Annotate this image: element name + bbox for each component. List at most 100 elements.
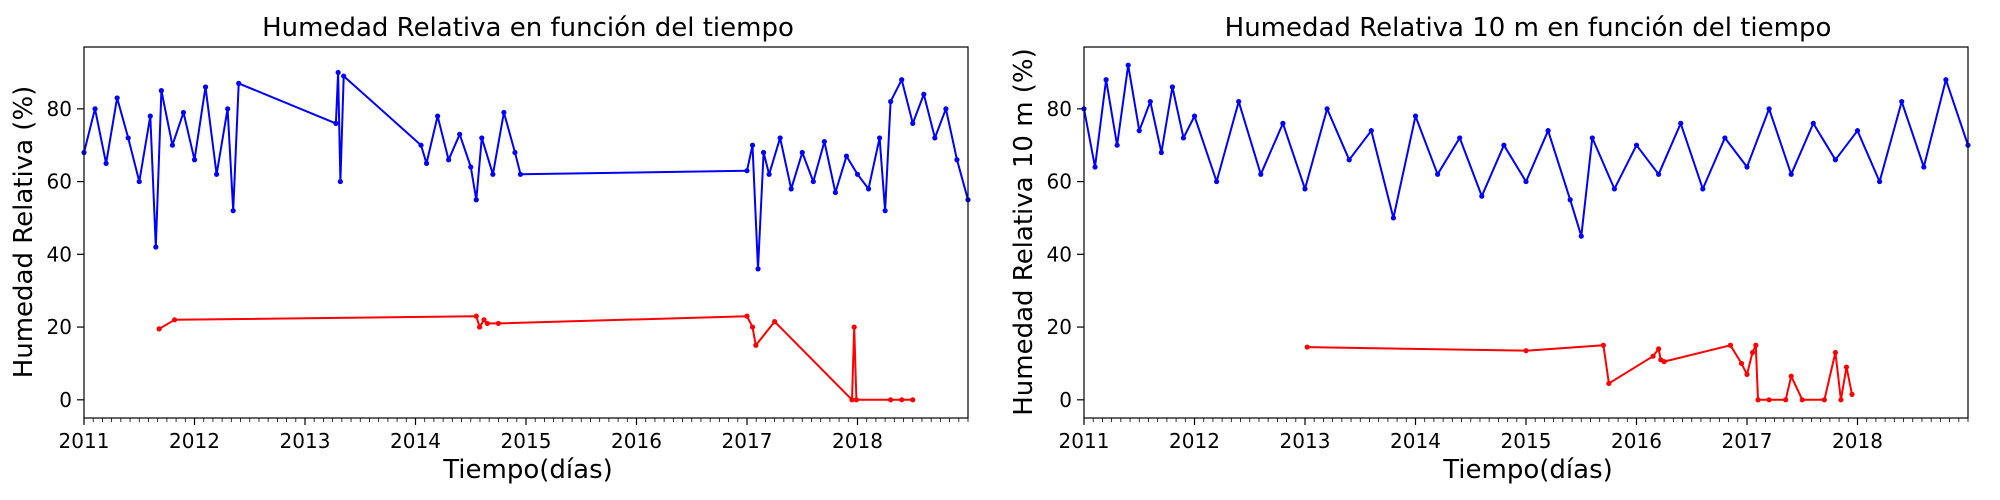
data-point bbox=[772, 319, 778, 325]
y-tick-label: 0 bbox=[59, 388, 72, 412]
data-point bbox=[766, 171, 772, 177]
plot-area bbox=[1081, 62, 1971, 403]
axes-frame bbox=[1083, 46, 1969, 419]
data-point bbox=[1523, 348, 1529, 354]
data-point bbox=[180, 109, 187, 116]
data-point bbox=[1567, 197, 1573, 203]
data-point bbox=[1136, 128, 1142, 134]
data-point bbox=[744, 168, 750, 174]
y-tick-label: 80 bbox=[47, 97, 72, 121]
x-tick-label: 2011 bbox=[1059, 429, 1110, 453]
data-point bbox=[1921, 164, 1927, 170]
data-point bbox=[92, 106, 98, 112]
data-point bbox=[810, 178, 816, 185]
data-point bbox=[1744, 371, 1750, 377]
data-point bbox=[1103, 77, 1109, 83]
data-point bbox=[777, 135, 783, 141]
data-point bbox=[882, 208, 888, 214]
data-point bbox=[821, 138, 827, 145]
chart-panel-right: Humedad Relativa 10 m en función del tie… bbox=[1000, 0, 2000, 500]
x-tick-label: 2017 bbox=[1722, 429, 1773, 453]
data-point bbox=[1390, 215, 1396, 221]
data-point bbox=[1838, 397, 1844, 403]
data-point bbox=[1700, 186, 1706, 192]
x-tick-label: 2012 bbox=[1169, 429, 1220, 453]
data-point bbox=[435, 113, 441, 119]
data-point bbox=[1788, 171, 1794, 177]
data-point bbox=[1346, 157, 1352, 163]
x-tick-label: 2013 bbox=[280, 429, 331, 453]
data-point bbox=[899, 397, 905, 403]
y-axis-label: Humedad Relativa (%) bbox=[9, 86, 39, 379]
y-tick-label: 0 bbox=[1059, 388, 1072, 412]
data-point bbox=[849, 397, 855, 403]
y-ticks: 0 20 40 60 80 bbox=[47, 97, 84, 412]
data-point bbox=[749, 324, 756, 330]
x-tick-label: 2018 bbox=[1832, 429, 1883, 453]
data-point bbox=[749, 142, 756, 148]
data-point bbox=[1368, 128, 1374, 134]
x-tick-label: 2016 bbox=[611, 429, 662, 453]
data-point bbox=[1877, 178, 1883, 185]
data-point bbox=[1843, 364, 1850, 370]
data-point bbox=[446, 157, 452, 163]
x-tick-label: 2014 bbox=[1390, 429, 1441, 453]
data-point bbox=[744, 313, 750, 319]
data-point bbox=[476, 324, 483, 330]
x-tick-label: 2013 bbox=[1280, 429, 1331, 453]
data-point bbox=[888, 397, 894, 403]
data-point bbox=[158, 88, 164, 94]
data-point bbox=[1412, 113, 1419, 119]
data-point bbox=[1821, 397, 1827, 403]
data-point bbox=[1633, 142, 1640, 148]
data-point bbox=[1236, 98, 1242, 105]
chart-svg-right: Humedad Relativa 10 m en función del tie… bbox=[1009, 13, 1971, 485]
data-point bbox=[1479, 193, 1485, 199]
data-point bbox=[1324, 106, 1330, 112]
data-point bbox=[799, 149, 805, 156]
data-point bbox=[1766, 106, 1772, 112]
data-point bbox=[1766, 397, 1772, 403]
data-point bbox=[423, 160, 430, 166]
x-axis-label: Tiempo(días) bbox=[1442, 455, 1613, 485]
data-point bbox=[337, 178, 343, 185]
data-point bbox=[125, 135, 131, 141]
x-tick-label: 2018 bbox=[832, 429, 883, 453]
x-tick-label: 2016 bbox=[1611, 429, 1662, 453]
data-point bbox=[1214, 178, 1220, 185]
data-point bbox=[910, 120, 916, 126]
series-line-2 bbox=[1307, 344, 1853, 401]
data-point bbox=[1656, 346, 1662, 352]
data-point bbox=[1578, 233, 1584, 239]
x-axis-label: Tiempo(días) bbox=[442, 455, 613, 485]
chart-title: Humedad Relativa en función del tiempo bbox=[262, 13, 794, 43]
data-point bbox=[954, 157, 960, 163]
x-tick-label: 2017 bbox=[722, 429, 773, 453]
data-point bbox=[169, 142, 175, 148]
x-ticks: 2011 2012 2013 2014 2015 2016 2017 2018 bbox=[59, 418, 969, 453]
data-point bbox=[1943, 77, 1949, 83]
x-tick-label: 2015 bbox=[501, 429, 552, 453]
data-point bbox=[1180, 135, 1187, 141]
data-point bbox=[225, 106, 231, 112]
data-point bbox=[1656, 171, 1662, 177]
data-point bbox=[214, 171, 220, 177]
data-point bbox=[851, 324, 857, 330]
data-point bbox=[899, 77, 905, 83]
data-point bbox=[1589, 135, 1595, 141]
chart-title: Humedad Relativa 10 m en función del tie… bbox=[1225, 13, 1832, 43]
series-line-1 bbox=[1083, 64, 1969, 238]
data-point bbox=[333, 120, 339, 126]
data-point bbox=[341, 73, 347, 79]
data-point bbox=[103, 160, 109, 166]
data-point bbox=[1810, 120, 1816, 126]
data-point bbox=[1744, 164, 1750, 170]
data-point bbox=[147, 113, 153, 119]
data-point bbox=[1738, 360, 1745, 367]
data-point bbox=[1304, 344, 1310, 350]
y-tick-label: 40 bbox=[1047, 242, 1072, 266]
data-point bbox=[1650, 353, 1656, 359]
chart-svg-left: Humedad Relativa en función del tiempo T… bbox=[9, 13, 971, 485]
data-point bbox=[910, 397, 916, 403]
series-line-1 bbox=[83, 71, 969, 270]
